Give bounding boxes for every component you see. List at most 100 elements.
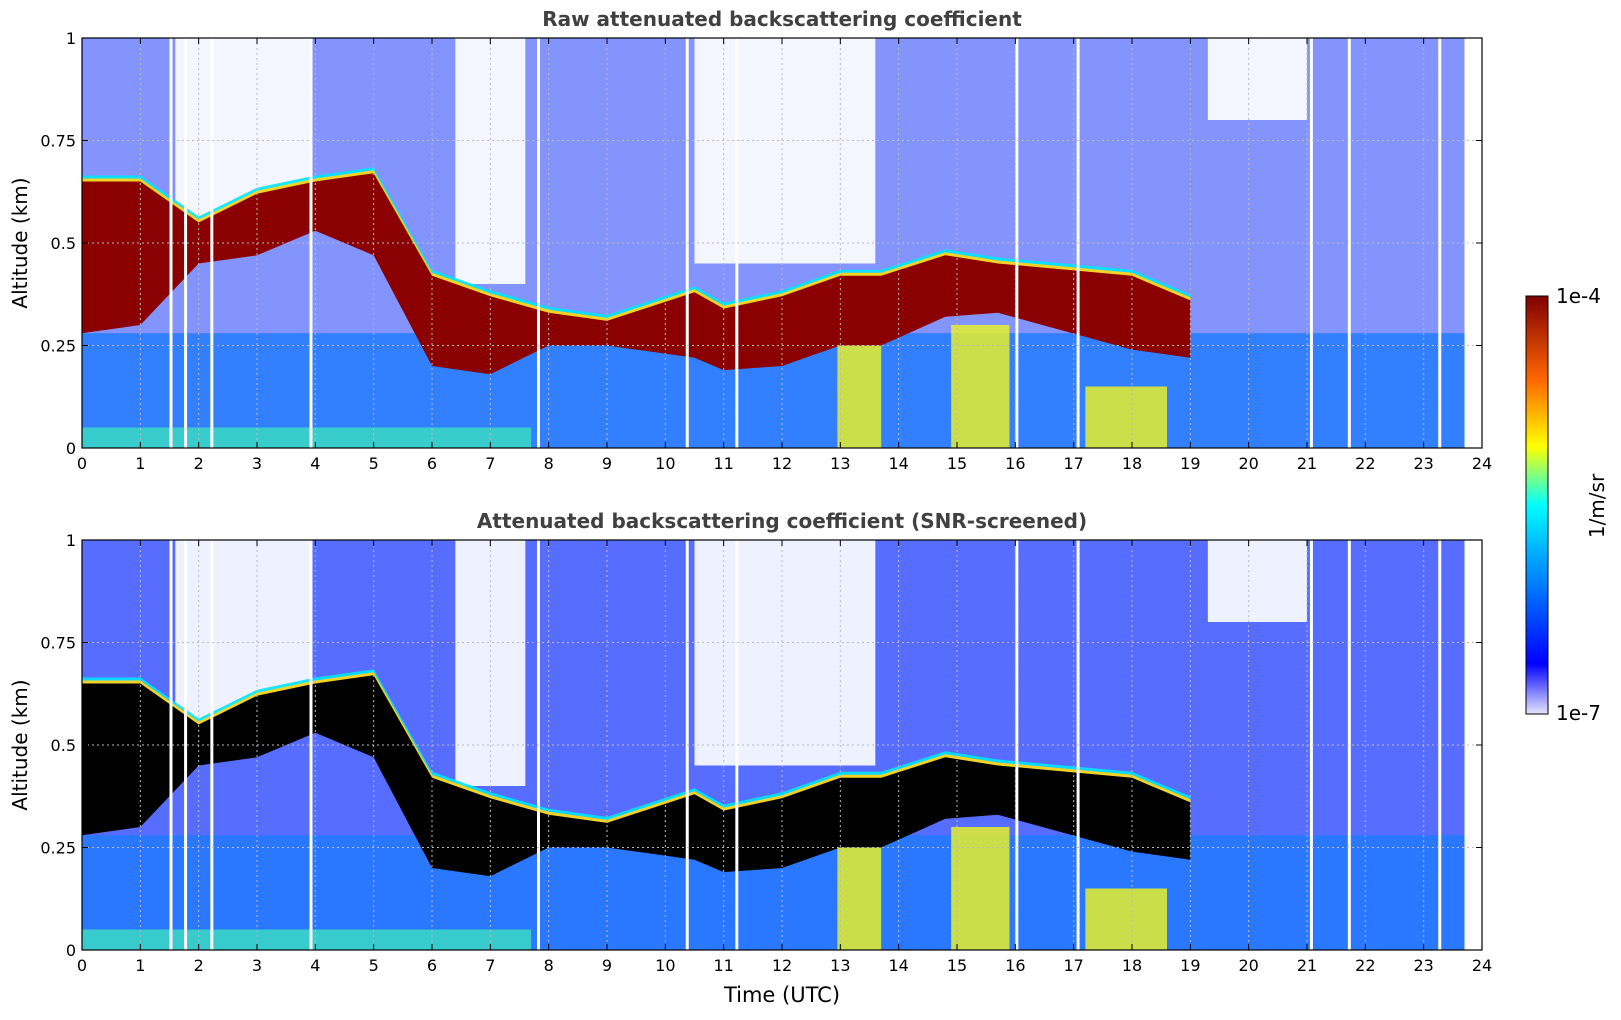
x-tick-label: 5 [369, 454, 379, 473]
x-tick-label: 21 [1297, 454, 1317, 473]
x-tick-label: 2 [194, 956, 204, 975]
y-axis-label: Altitude (km) [8, 679, 32, 810]
data-gap [169, 38, 173, 448]
x-tick-label: 6 [427, 956, 437, 975]
x-tick-label: 22 [1355, 956, 1375, 975]
y-tick-label: 0.5 [51, 736, 76, 755]
x-tick-label: 4 [310, 956, 320, 975]
x-tick-label: 7 [485, 956, 495, 975]
surface-band [82, 427, 532, 448]
x-tick-label: 5 [369, 956, 379, 975]
colorbar-gradient [1525, 295, 1549, 715]
x-tick-label: 24 [1472, 956, 1492, 975]
data-gap [1438, 540, 1442, 950]
data-gap [210, 38, 214, 448]
data-gap [169, 540, 173, 950]
plume [951, 827, 1010, 950]
y-tick-label: 0.5 [51, 234, 76, 253]
colorbar-min-label: 1e-7 [1556, 701, 1601, 725]
raw-backscatter-panel: Raw attenuated backscattering coefficien… [8, 7, 1492, 473]
x-tick-label: 11 [713, 956, 733, 975]
x-tick-label: 1 [135, 454, 145, 473]
colorbar: 1e-4 1e-7 1/m/sr [1525, 284, 1609, 725]
chart-title: Attenuated backscattering coefficient (S… [477, 509, 1087, 533]
data-gap [1309, 540, 1313, 950]
data-gap [1309, 38, 1313, 448]
clear-region [1207, 540, 1307, 622]
x-tick-label: 12 [772, 956, 792, 975]
x-tick-label: 23 [1413, 454, 1433, 473]
data-gap [309, 540, 313, 950]
plume [951, 325, 1010, 448]
grid [82, 38, 1482, 448]
x-tick-label: 6 [427, 454, 437, 473]
plume [1085, 888, 1167, 950]
x-tick-label: 17 [1063, 454, 1083, 473]
data-gap [1347, 540, 1351, 950]
plume [837, 345, 882, 448]
layer-core [82, 675, 1191, 877]
axis-ticks: 0 1 2 3 4 5 6 7 8 9 10 11 12 13 14 15 16 17 18 19 20 21 22 23 24… [40, 29, 1492, 473]
x-tick-label: 21 [1297, 956, 1317, 975]
x-tick-label: 10 [655, 956, 675, 975]
data-gap [1015, 38, 1019, 448]
data-gap [184, 38, 188, 448]
plot-area [81, 37, 1483, 449]
data-gap [735, 540, 739, 950]
axis-ticks: 0 1 2 3 4 5 6 7 8 9 10 11 12 13 14 15 16 17 18 19 20 21 22 23 24… [40, 531, 1492, 975]
x-tick-label: 0 [77, 454, 87, 473]
y-tick-label: 0.75 [40, 634, 76, 653]
colorbar-max-label: 1e-4 [1556, 284, 1601, 308]
x-tick-label: 10 [655, 454, 675, 473]
x-tick-label: 7 [485, 454, 495, 473]
data-gap [1015, 540, 1019, 950]
x-tick-label: 18 [1122, 956, 1142, 975]
x-tick-label: 16 [1005, 454, 1025, 473]
data-gap [1438, 38, 1442, 448]
x-tick-label: 4 [310, 454, 320, 473]
grid [82, 540, 1482, 950]
y-tick-label: 0.75 [40, 132, 76, 151]
x-tick-label: 11 [713, 454, 733, 473]
y-axis-label: Altitude (km) [8, 177, 32, 308]
surface-band [82, 929, 532, 950]
x-tick-label: 23 [1413, 956, 1433, 975]
x-tick-label: 15 [947, 454, 967, 473]
x-tick-label: 9 [602, 454, 612, 473]
aerosol-layer [82, 38, 1442, 448]
data-gap [735, 38, 739, 448]
x-tick-label: 8 [544, 454, 554, 473]
x-tick-label: 20 [1238, 956, 1258, 975]
x-tick-label: 14 [888, 454, 908, 473]
data-gap [184, 540, 188, 950]
x-tick-label: 8 [544, 956, 554, 975]
plot-area [81, 539, 1483, 951]
x-tick-label: 15 [947, 956, 967, 975]
plume [1085, 386, 1167, 448]
aerosol-layer [82, 540, 1442, 950]
x-tick-label: 2 [194, 454, 204, 473]
layer-core [82, 173, 1191, 375]
y-tick-label: 0 [66, 941, 76, 960]
y-tick-label: 0.25 [40, 337, 76, 356]
data-gap [210, 540, 214, 950]
chart-title: Raw attenuated backscattering coefficien… [542, 7, 1022, 31]
x-tick-label: 20 [1238, 454, 1258, 473]
colorbar-unit-label: 1/m/sr [1585, 473, 1609, 538]
x-tick-label: 13 [830, 454, 850, 473]
x-tick-label: 18 [1122, 454, 1142, 473]
x-tick-label: 12 [772, 454, 792, 473]
data-gap [1347, 38, 1351, 448]
x-tick-label: 1 [135, 956, 145, 975]
clear-region [694, 38, 876, 264]
x-axis-label: Time (UTC) [723, 983, 840, 1007]
snr-screened-backscatter-panel: Attenuated backscattering coefficient (S… [8, 509, 1492, 1007]
y-tick-label: 1 [66, 29, 76, 48]
x-tick-label: 19 [1180, 956, 1200, 975]
y-tick-label: 1 [66, 531, 76, 550]
x-tick-label: 16 [1005, 956, 1025, 975]
x-tick-label: 24 [1472, 454, 1492, 473]
clear-region [1207, 38, 1307, 120]
x-tick-label: 22 [1355, 454, 1375, 473]
